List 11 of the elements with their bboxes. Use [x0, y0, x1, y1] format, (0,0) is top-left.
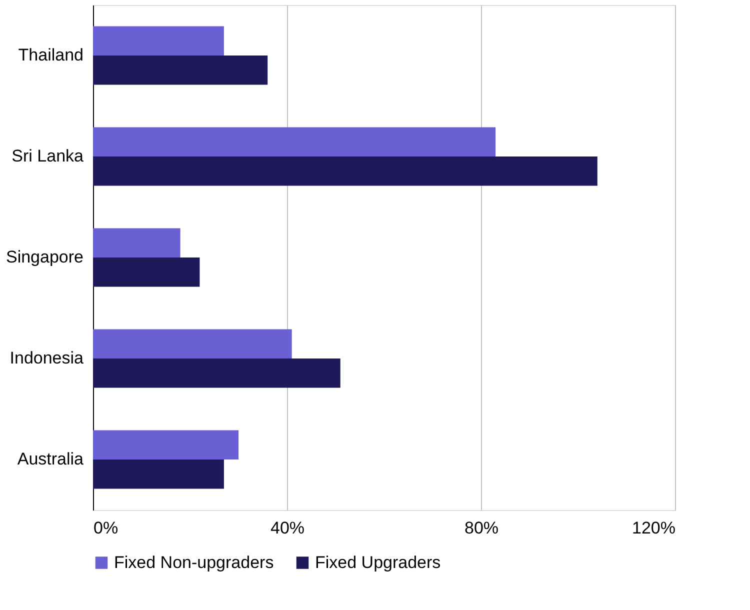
y-tick-label: Thailand: [18, 46, 84, 64]
x-tick-label: 80%: [464, 518, 499, 538]
legend-label: Fixed Non-upgraders: [114, 552, 274, 572]
x-tick-label: 120%: [632, 518, 676, 538]
y-tick-label: Sri Lanka: [12, 146, 84, 166]
x-tick-label: 40%: [270, 518, 305, 538]
x-tick-label: 0%: [94, 518, 118, 538]
y-tick-label: Singapore: [6, 248, 84, 266]
legend-label: Fixed Upgraders: [315, 552, 441, 572]
y-tick-label: Australia: [17, 450, 84, 468]
y-tick-label: Indonesia: [10, 348, 84, 368]
